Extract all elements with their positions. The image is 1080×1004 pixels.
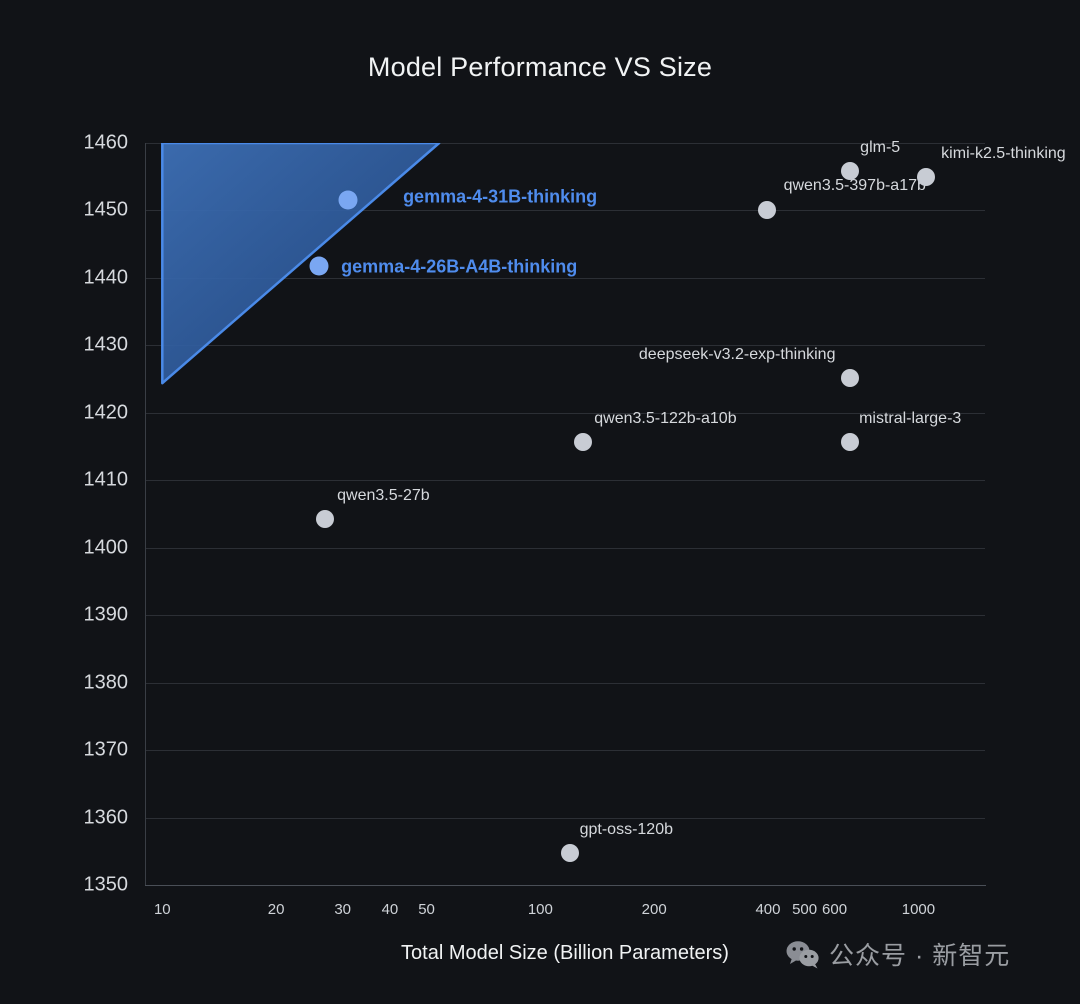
x-axis-tick: 40 — [381, 901, 399, 918]
data-point-label-qwen3.5-397b-a17b: qwen3.5-397b-a17b — [783, 177, 926, 195]
data-point-label-kimi-k2.5-thinking: kimi-k2.5-thinking — [941, 144, 1066, 162]
gridline — [145, 750, 985, 752]
data-point-label-gpt-oss-120b: gpt-oss-120b — [579, 820, 673, 838]
data-point-gemma-4-31B-thinking[interactable] — [338, 190, 358, 210]
highlight-region-gemma-frontier — [161, 143, 441, 385]
x-axis-tick: 30 — [334, 901, 352, 918]
gridline — [145, 682, 985, 684]
x-axis-tick: 500 — [792, 901, 818, 918]
gridline — [145, 615, 985, 617]
y-axis-tick-labels: 1460 1450 1440 1430 1420 1410 1400 1390 1380 1370… — [18, 132, 129, 896]
y-axis-tick: 1380 — [83, 671, 129, 694]
data-point-glm-5[interactable] — [841, 162, 860, 181]
y-axis-tick: 1390 — [83, 603, 129, 626]
x-axis-tick-labels: 10 20 30 40 50 100 200 400 500 600 1000 — [145, 901, 985, 927]
gridline — [145, 412, 985, 414]
gridline — [145, 277, 985, 279]
data-point-gemma-4-26B-A4B-thinking[interactable] — [309, 256, 329, 276]
y-axis-tick: 1430 — [83, 333, 129, 356]
data-point-label-gemma-4-26B-A4B-thinking: gemma-4-26B-A4B-thinking — [341, 256, 578, 277]
x-axis-tick: 50 — [418, 901, 435, 918]
data-point-mistral-large-3[interactable] — [841, 433, 860, 452]
x-axis-tick: 100 — [527, 901, 553, 918]
x-axis-line — [145, 885, 986, 886]
watermark-text: 公众号 · 新智元 — [829, 942, 1011, 970]
data-point-label-deepseek-v3.2-exp-thinking: deepseek-v3.2-exp-thinking — [638, 345, 836, 363]
gridline — [145, 480, 985, 482]
x-axis-tick: 600 — [822, 901, 848, 918]
data-point-gpt-oss-120b[interactable] — [561, 843, 580, 862]
x-axis-tick: 200 — [641, 901, 667, 918]
gridline — [145, 345, 985, 347]
data-point-label-qwen3.5-122b-a10b: qwen3.5-122b-a10b — [594, 410, 737, 428]
plot-area: gemma-4-31B-thinking gemma-4-26B-A4B-thin… — [145, 139, 1066, 886]
y-axis-tick: 1450 — [83, 198, 129, 221]
x-axis-tick: 400 — [755, 901, 781, 918]
data-point-qwen3.5-122b-a10b[interactable] — [574, 433, 593, 452]
data-point-kimi-k2.5-thinking[interactable] — [917, 167, 936, 186]
wechat-icon — [786, 940, 819, 968]
x-axis-tick: 1000 — [901, 901, 936, 918]
x-axis-title: Total Model Size (Billion Parameters) — [401, 942, 729, 964]
x-axis-tick: 10 — [153, 901, 171, 918]
y-axis-tick: 1350 — [83, 873, 129, 896]
data-point-qwen3.5-397b-a17b[interactable] — [757, 201, 776, 220]
y-axis-tick: 1400 — [83, 536, 129, 559]
data-point-label-glm-5: glm-5 — [860, 139, 901, 157]
gridline — [145, 817, 985, 819]
y-axis-tick: 1440 — [83, 266, 129, 289]
gridline — [145, 210, 985, 212]
watermark: 公众号 · 新智元 — [786, 936, 1010, 972]
y-axis-tick: 1360 — [83, 806, 129, 829]
chart-title: Model Performance VS Size — [367, 52, 713, 82]
x-axis-tick: 20 — [267, 901, 285, 918]
data-point-qwen3.5-27b[interactable] — [316, 509, 335, 528]
data-point-deepseek-v3.2-exp-thinking[interactable] — [841, 368, 860, 387]
y-axis-tick: 1420 — [83, 401, 129, 424]
data-point-label-qwen3.5-27b: qwen3.5-27b — [337, 486, 430, 504]
y-axis-tick: 1370 — [83, 738, 129, 761]
data-point-label-mistral-large-3: mistral-large-3 — [859, 410, 962, 428]
y-axis-tick: 1460 — [83, 131, 129, 154]
gridline — [145, 547, 985, 549]
data-point-label-gemma-4-31B-thinking: gemma-4-31B-thinking — [403, 186, 598, 207]
y-axis-tick: 1410 — [83, 468, 129, 491]
y-axis-line — [145, 143, 146, 886]
gridline — [145, 143, 985, 144]
